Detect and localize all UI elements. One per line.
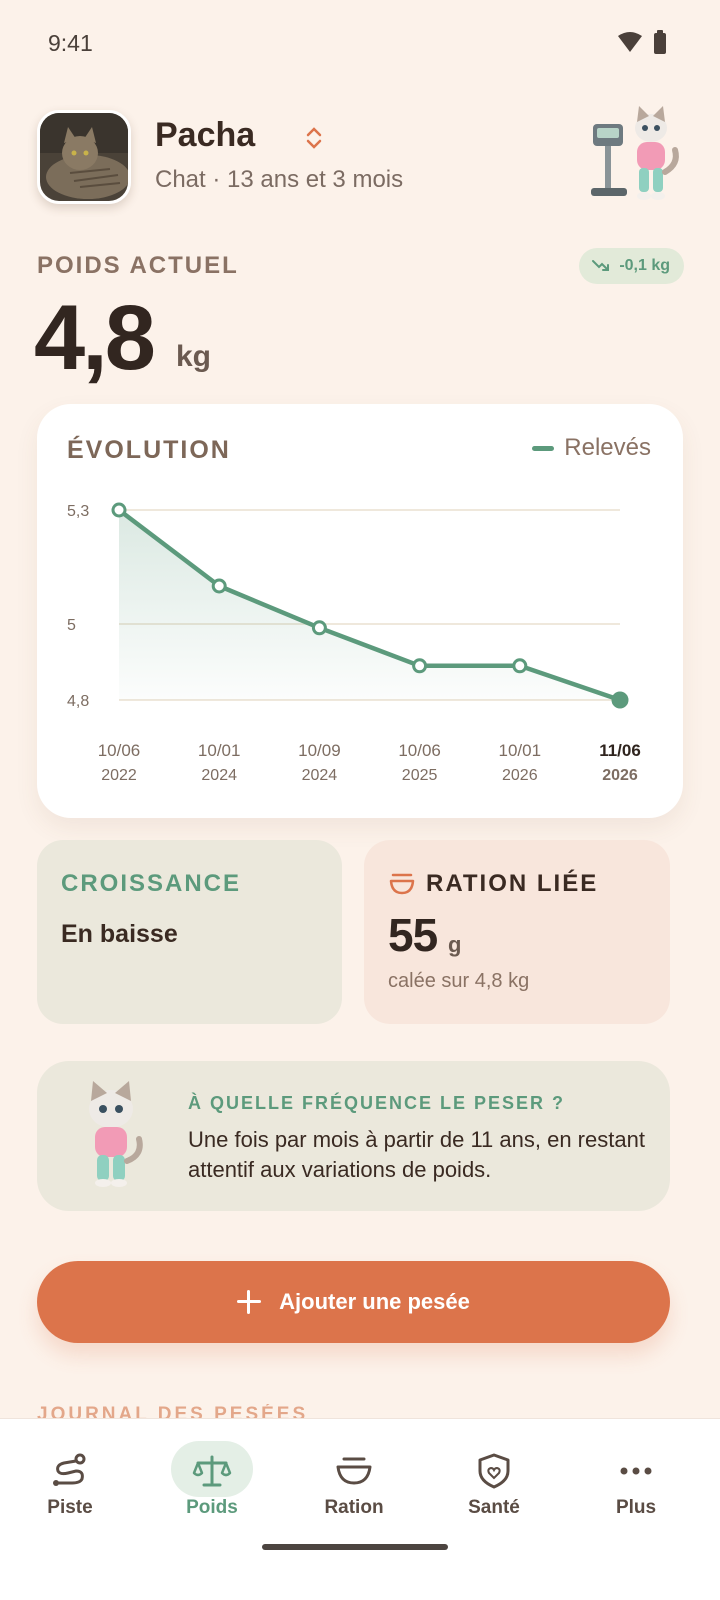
nav-item-plus[interactable]: Plus <box>576 1445 696 1525</box>
mascot-scale-illustration <box>587 102 683 206</box>
data-point <box>111 502 127 518</box>
wifi-icon <box>618 32 642 52</box>
trend-down-icon <box>592 260 610 271</box>
data-point <box>311 620 327 636</box>
status-time: 9:41 <box>48 30 93 56</box>
status-icons <box>616 30 672 56</box>
route-icon <box>53 1453 86 1486</box>
x-tick-year: 2022 <box>101 767 137 784</box>
ration-card[interactable]: RATION LIÉE 55 g calée sur 4,8 kg <box>364 840 670 1024</box>
x-tick-date: 11/06 <box>599 741 641 760</box>
pet-header: Pacha Chat · 13 ans et 3 mois <box>37 106 683 210</box>
weight-value: 4,8 <box>34 287 156 389</box>
x-tick-year: 2025 <box>402 767 438 784</box>
add-weighing-button[interactable]: Ajouter une pesée <box>37 1261 670 1343</box>
pet-subtitle: Chat · 13 ans et 3 mois <box>155 166 404 193</box>
nav-label-ration: Ration <box>324 1497 384 1518</box>
chart-legend: Relevés <box>532 434 651 462</box>
bowl-icon <box>336 1457 372 1485</box>
chart-title: ÉVOLUTION <box>67 436 231 464</box>
nav-item-poids[interactable]: Poids <box>152 1441 272 1525</box>
health-shield-icon <box>478 1453 510 1489</box>
x-tick-date: 10/01 <box>198 741 241 760</box>
nav-label-sante: Santé <box>468 1497 520 1518</box>
journal-section-title: JOURNAL DES PESÉES <box>37 1404 309 1418</box>
data-point <box>611 691 629 709</box>
scale-icon <box>192 1455 232 1487</box>
weigh-frequency-tip: À QUELLE FRÉQUENCE LE PESER ? Une fois p… <box>37 1061 670 1211</box>
x-tick-year: 2026 <box>602 767 638 784</box>
weight-delta-badge: -0,1 kg <box>579 248 684 284</box>
ration-value: 55 <box>388 909 438 961</box>
bottom-navigation: Piste Poids Ration Santé Plus <box>0 1418 720 1600</box>
evolution-chart-card: ÉVOLUTION Relevés 5,3 5 4,8 10/06 2022 10/01 2… <box>37 404 683 818</box>
status-bar: 9:41 <box>0 0 720 86</box>
bowl-icon <box>388 870 416 898</box>
evolution-chart: 5,3 5 4,8 10/06 2022 10/01 2024 10/09 2024 10/06 2… <box>67 502 641 784</box>
growth-title: CROISSANCE <box>61 870 242 897</box>
weight-label: POIDS ACTUEL <box>37 252 239 279</box>
data-point <box>211 578 227 594</box>
home-indicator <box>262 1544 448 1550</box>
weight-delta: -0,1 kg <box>619 257 670 274</box>
ration-subtitle: calée sur 4,8 kg <box>388 970 530 992</box>
nav-item-sante[interactable]: Santé <box>434 1445 554 1525</box>
x-tick-date: 10/09 <box>298 741 341 760</box>
nav-item-ration[interactable]: Ration <box>294 1445 414 1525</box>
ration-unit: g <box>448 932 462 957</box>
y-tick-label: 5,3 <box>67 503 89 520</box>
pet-switch-icon[interactable] <box>304 124 324 152</box>
plus-icon <box>237 1290 262 1314</box>
tip-title: À QUELLE FRÉQUENCE LE PESER ? <box>188 1093 566 1113</box>
nav-item-piste[interactable]: Piste <box>10 1445 130 1525</box>
x-tick-year: 2024 <box>201 767 237 784</box>
series-area <box>119 510 620 700</box>
pet-name[interactable]: Pacha <box>155 116 256 154</box>
y-tick-label: 4,8 <box>67 693 89 710</box>
x-tick-date: 10/06 <box>98 741 141 760</box>
x-tick-date: 10/06 <box>398 741 441 760</box>
x-tick-date: 10/01 <box>499 741 542 760</box>
cat-mascot-illustration <box>81 1081 147 1189</box>
data-point <box>512 658 528 674</box>
x-tick-year: 2024 <box>302 767 338 784</box>
series-line <box>116 507 623 703</box>
nav-label-piste: Piste <box>47 1497 93 1518</box>
growth-value: En baisse <box>61 920 178 948</box>
x-tick-year: 2026 <box>502 767 538 784</box>
nav-label-plus: Plus <box>615 1497 657 1518</box>
legend-label: Relevés <box>564 434 651 461</box>
more-icon <box>620 1467 652 1475</box>
legend-swatch <box>532 445 555 451</box>
tip-text: Une fois par mois à partir de 11 ans, en… <box>188 1127 645 1182</box>
y-tick-label: 5 <box>67 617 76 634</box>
nav-label-poids: Poids <box>186 1497 238 1518</box>
weight-unit: kg <box>176 340 212 373</box>
pet-avatar[interactable] <box>37 110 131 204</box>
battery-icon <box>654 30 666 54</box>
add-weighing-label: Ajouter une pesée <box>279 1289 470 1314</box>
growth-card: CROISSANCE En baisse <box>37 840 342 1024</box>
data-point <box>412 658 428 674</box>
ration-title: RATION LIÉE <box>426 870 599 897</box>
